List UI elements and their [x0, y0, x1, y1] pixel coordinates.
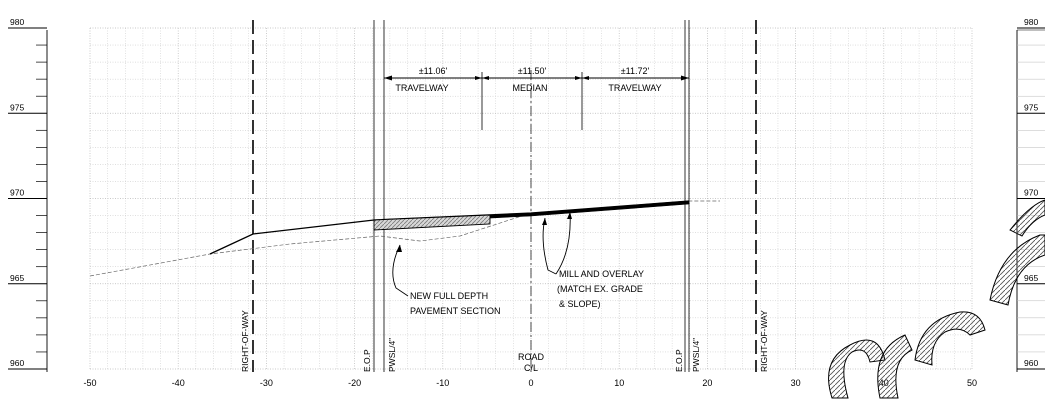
right-elevation-label: 980	[1024, 17, 1038, 27]
existing-ground-line	[89, 200, 720, 277]
left-travelway-label: TRAVELWAY	[395, 83, 448, 93]
offset-tick-label: -50	[83, 378, 96, 388]
left-elevation-labels: 980 975 970 965 960	[8, 17, 47, 370]
mill-and-overlay-layer	[489, 200, 690, 219]
mill-overlay-label-line3: & SLOPE)	[559, 299, 601, 309]
watermark-graphic	[828, 199, 1045, 399]
elevation-label: 975	[10, 102, 24, 112]
offset-tick-label: -20	[348, 378, 361, 388]
mill-overlay-label-line1: MILL AND OVERLAY	[559, 269, 644, 279]
median-dimension: ±11.50'	[518, 66, 547, 76]
mill-overlay-label-line2: (MATCH EX. GRADE	[557, 284, 643, 294]
elevation-label: 965	[10, 273, 24, 283]
elevation-label: 970	[10, 188, 24, 198]
road-label: ROAD	[518, 352, 545, 362]
offset-tick-label: 0	[528, 378, 533, 388]
pwsl-label-left: PWSL/4"	[387, 338, 397, 372]
right-elevation-label: 975	[1024, 102, 1038, 112]
offset-tick-label: 10	[614, 378, 624, 388]
right-of-way-label-right: RIGHT-OF-WAY	[759, 310, 769, 372]
right-elevation-axis	[1016, 29, 1045, 372]
pwsl-label-right: PWSL/4"	[691, 338, 701, 372]
right-travelway-label: TRAVELWAY	[608, 83, 661, 93]
right-elevation-label: 960	[1024, 358, 1038, 368]
right-elevation-label: 965	[1024, 273, 1038, 283]
left-travelway-dimension: ±11.06'	[419, 66, 448, 76]
right-of-way-label-left: RIGHT-OF-WAY	[240, 310, 250, 372]
eop-label-right: E.O.P	[674, 349, 684, 372]
offset-tick-label: -10	[436, 378, 449, 388]
centerline-label: C/L	[524, 363, 538, 373]
offset-tick-label: -30	[260, 378, 273, 388]
median-label: MEDIAN	[512, 83, 547, 93]
offset-tick-label: 30	[791, 378, 801, 388]
right-elevation-label: 970	[1024, 188, 1038, 198]
new-full-depth-leader	[392, 244, 409, 297]
new-full-depth-label-line1: NEW FULL DEPTH	[410, 291, 488, 301]
mill-overlay-leader	[542, 211, 572, 275]
eop-label-left: E.O.P	[362, 349, 372, 372]
right-elevation-labels: 980 975 970 965 960	[1017, 17, 1045, 370]
full-depth-pavement-section	[373, 214, 491, 231]
new-full-depth-label-line2: PAVEMENT SECTION	[410, 306, 501, 316]
elevation-label: 980	[10, 17, 24, 27]
offset-tick-label: 20	[702, 378, 712, 388]
dimension-line	[384, 72, 689, 130]
right-travelway-dimension: ±11.72'	[621, 66, 650, 76]
edge-of-pavement-lines-left	[373, 20, 385, 372]
offset-tick-label: 50	[967, 378, 977, 388]
elevation-label: 960	[10, 358, 24, 368]
edge-of-pavement-lines-right	[684, 20, 690, 372]
offset-tick-label: -40	[172, 378, 185, 388]
